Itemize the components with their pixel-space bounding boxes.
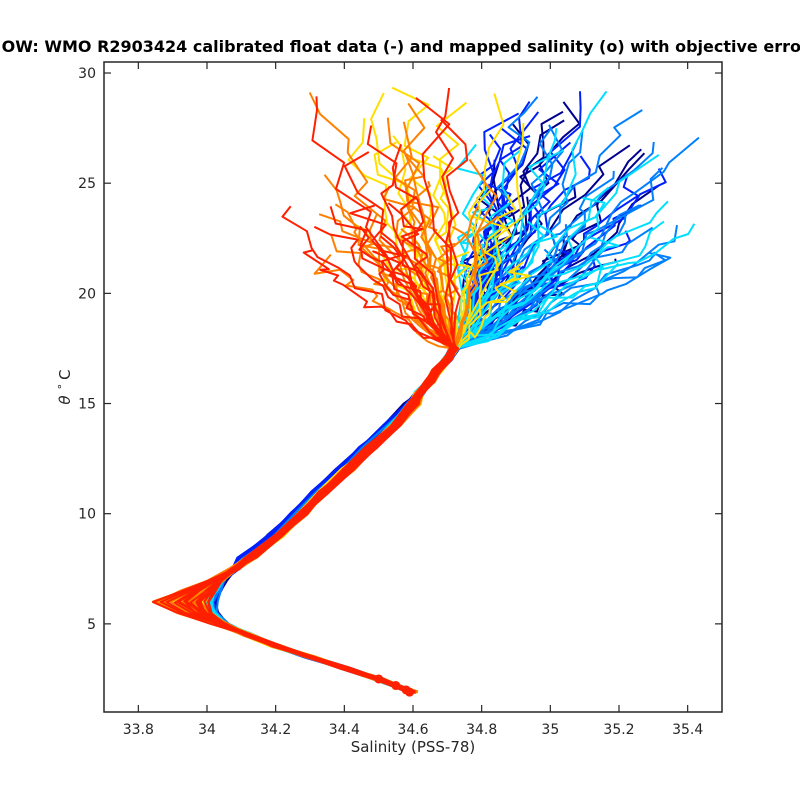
y-tick-label: 25 [78,176,96,192]
profile-line [196,143,454,694]
y-tick-label: 10 [78,507,96,523]
mapped-salinity-marker [401,685,411,695]
x-axis-label: Salinity (PSS-78) [351,738,476,756]
profile-line [164,123,525,694]
profile-line [152,195,451,694]
y-axis-label: θ ° C [56,369,74,404]
profile-line [185,125,454,694]
profile-line [209,152,646,694]
profile-line [197,204,460,693]
x-tick-label: 35 [541,722,559,738]
x-axis-ticks: 33.8 34 34.2 34.4 34.6 34.8 35 35.2 35.4 [123,62,703,738]
y-axis-label-unit: C [56,369,74,379]
mapped-salinity-marker [374,674,384,684]
x-tick-label: 35.4 [672,722,703,738]
x-tick-label: 33.8 [123,722,154,738]
profile-line [207,127,528,694]
y-tick-label: 15 [78,397,96,413]
y-axis-ticks: 5 10 15 20 25 30 [78,66,722,633]
profile-line [193,242,459,694]
mapped-salinity-markers [374,674,415,697]
x-tick-label: 35.2 [603,722,634,738]
profile-line [206,184,660,693]
y-axis-label-symbol: θ [56,395,74,404]
profile-line [215,167,664,693]
profile-line [198,111,540,694]
x-tick-label: 34.2 [260,722,291,738]
profile-line [203,225,455,693]
x-tick-label: 34.4 [329,722,360,738]
y-tick-label: 5 [87,617,96,633]
x-tick-label: 34.6 [397,722,428,738]
profile-line [208,112,520,693]
x-tick-label: 34.8 [466,722,497,738]
y-tick-label: 30 [78,66,96,82]
x-tick-label: 34 [198,722,216,738]
profile-line [199,205,457,693]
profile-line [202,168,667,694]
profile-line [214,119,565,694]
profile-lines [152,86,700,694]
chart-title: OW: WMO R2903424 calibrated float data (… [2,37,800,56]
mapped-salinity-marker [391,681,401,691]
profile-line [192,225,467,694]
profile-line [209,123,530,693]
profile-line [192,92,453,693]
y-tick-label: 20 [78,286,96,302]
profile-line [207,133,502,694]
y-axis-label-degree: ° [56,384,69,390]
profile-line [197,206,457,694]
